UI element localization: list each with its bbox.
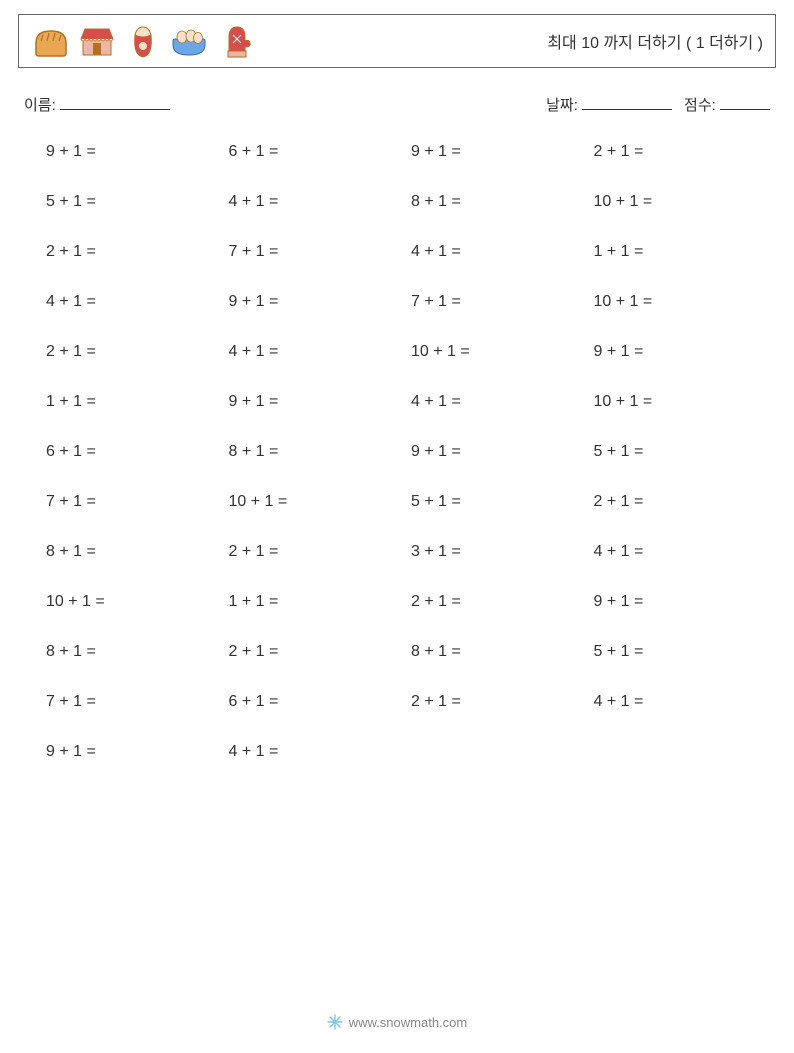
problem-row: 7 + 1 =10 + 1 =5 + 1 =2 + 1 = xyxy=(46,493,776,511)
shop-icon xyxy=(77,21,117,61)
problem-cell: 9 + 1 = xyxy=(411,443,594,461)
footer-url: www.snowmath.com xyxy=(349,1015,467,1030)
problem-cell: 4 + 1 = xyxy=(594,543,777,561)
problem-cell: 10 + 1 = xyxy=(594,393,777,411)
problem-cell: 9 + 1 = xyxy=(594,593,777,611)
problem-cell: 4 + 1 = xyxy=(594,693,777,711)
problem-cell: 8 + 1 = xyxy=(46,543,229,561)
problem-row: 10 + 1 =1 + 1 =2 + 1 =9 + 1 = xyxy=(46,593,776,611)
snowflake-icon xyxy=(327,1014,343,1030)
eggs-icon xyxy=(169,21,209,61)
problem-cell: 9 + 1 = xyxy=(229,393,412,411)
problem-cell xyxy=(411,743,594,761)
oven-mitt-icon xyxy=(215,21,255,61)
worksheet-title: 최대 10 까지 더하기 ( 1 더하기 ) xyxy=(547,29,763,53)
problem-cell: 5 + 1 = xyxy=(411,493,594,511)
problem-cell: 4 + 1 = xyxy=(411,243,594,261)
problem-cell: 9 + 1 = xyxy=(594,343,777,361)
problem-cell: 6 + 1 = xyxy=(229,693,412,711)
problem-cell: 4 + 1 = xyxy=(229,343,412,361)
problem-cell: 4 + 1 = xyxy=(229,743,412,761)
problem-cell: 9 + 1 = xyxy=(46,743,229,761)
problem-row: 1 + 1 =9 + 1 =4 + 1 =10 + 1 = xyxy=(46,393,776,411)
problem-row: 4 + 1 =9 + 1 =7 + 1 =10 + 1 = xyxy=(46,293,776,311)
problem-cell: 7 + 1 = xyxy=(46,493,229,511)
problem-cell: 2 + 1 = xyxy=(411,693,594,711)
problem-cell: 2 + 1 = xyxy=(229,643,412,661)
problem-row: 7 + 1 =6 + 1 =2 + 1 =4 + 1 = xyxy=(46,693,776,711)
problem-cell: 6 + 1 = xyxy=(229,143,412,161)
date-label: 날짜: xyxy=(546,97,578,114)
problem-cell: 7 + 1 = xyxy=(229,243,412,261)
problem-row: 8 + 1 =2 + 1 =8 + 1 =5 + 1 = xyxy=(46,643,776,661)
problem-cell: 10 + 1 = xyxy=(594,193,777,211)
bread-icon xyxy=(31,21,71,61)
problem-cell: 8 + 1 = xyxy=(46,643,229,661)
problem-cell: 4 + 1 = xyxy=(229,193,412,211)
date-blank[interactable] xyxy=(582,96,672,110)
problems-grid: 9 + 1 =6 + 1 =9 + 1 =2 + 1 =5 + 1 =4 + 1… xyxy=(18,143,776,761)
problem-cell: 8 + 1 = xyxy=(411,643,594,661)
problem-cell: 9 + 1 = xyxy=(411,143,594,161)
problem-row: 8 + 1 =2 + 1 =3 + 1 =4 + 1 = xyxy=(46,543,776,561)
problem-cell: 9 + 1 = xyxy=(229,293,412,311)
problem-cell: 10 + 1 = xyxy=(46,593,229,611)
footer: www.snowmath.com xyxy=(0,1014,794,1035)
problem-row: 6 + 1 =8 + 1 =9 + 1 =5 + 1 = xyxy=(46,443,776,461)
problem-cell: 1 + 1 = xyxy=(46,393,229,411)
info-row: 이름: 날짜: 점수: xyxy=(18,94,776,115)
problem-cell xyxy=(594,743,777,761)
problem-cell: 5 + 1 = xyxy=(46,193,229,211)
header-icon-row xyxy=(31,21,255,61)
problem-row: 9 + 1 =4 + 1 = xyxy=(46,743,776,761)
problem-cell: 4 + 1 = xyxy=(46,293,229,311)
problem-cell: 8 + 1 = xyxy=(229,443,412,461)
problem-cell: 2 + 1 = xyxy=(594,143,777,161)
problem-cell: 1 + 1 = xyxy=(594,243,777,261)
flour-bag-icon xyxy=(123,21,163,61)
problem-cell: 5 + 1 = xyxy=(594,643,777,661)
problem-cell: 2 + 1 = xyxy=(46,243,229,261)
problem-cell: 7 + 1 = xyxy=(46,693,229,711)
problem-cell: 2 + 1 = xyxy=(594,493,777,511)
problem-row: 2 + 1 =7 + 1 =4 + 1 =1 + 1 = xyxy=(46,243,776,261)
score-blank[interactable] xyxy=(720,96,770,110)
problem-cell: 10 + 1 = xyxy=(229,493,412,511)
problem-cell: 2 + 1 = xyxy=(411,593,594,611)
problem-cell: 4 + 1 = xyxy=(411,393,594,411)
problem-row: 5 + 1 =4 + 1 =8 + 1 =10 + 1 = xyxy=(46,193,776,211)
header-box: 최대 10 까지 더하기 ( 1 더하기 ) xyxy=(18,14,776,68)
score-label: 점수: xyxy=(684,97,716,114)
problem-cell: 7 + 1 = xyxy=(411,293,594,311)
name-label: 이름: xyxy=(24,94,56,115)
problem-cell: 10 + 1 = xyxy=(594,293,777,311)
problem-cell: 3 + 1 = xyxy=(411,543,594,561)
problem-cell: 6 + 1 = xyxy=(46,443,229,461)
name-blank[interactable] xyxy=(60,96,170,110)
problem-cell: 2 + 1 = xyxy=(46,343,229,361)
problem-cell: 2 + 1 = xyxy=(229,543,412,561)
problem-row: 2 + 1 =4 + 1 =10 + 1 =9 + 1 = xyxy=(46,343,776,361)
problem-cell: 5 + 1 = xyxy=(594,443,777,461)
problem-cell: 9 + 1 = xyxy=(46,143,229,161)
problem-row: 9 + 1 =6 + 1 =9 + 1 =2 + 1 = xyxy=(46,143,776,161)
problem-cell: 8 + 1 = xyxy=(411,193,594,211)
problem-cell: 10 + 1 = xyxy=(411,343,594,361)
problem-cell: 1 + 1 = xyxy=(229,593,412,611)
